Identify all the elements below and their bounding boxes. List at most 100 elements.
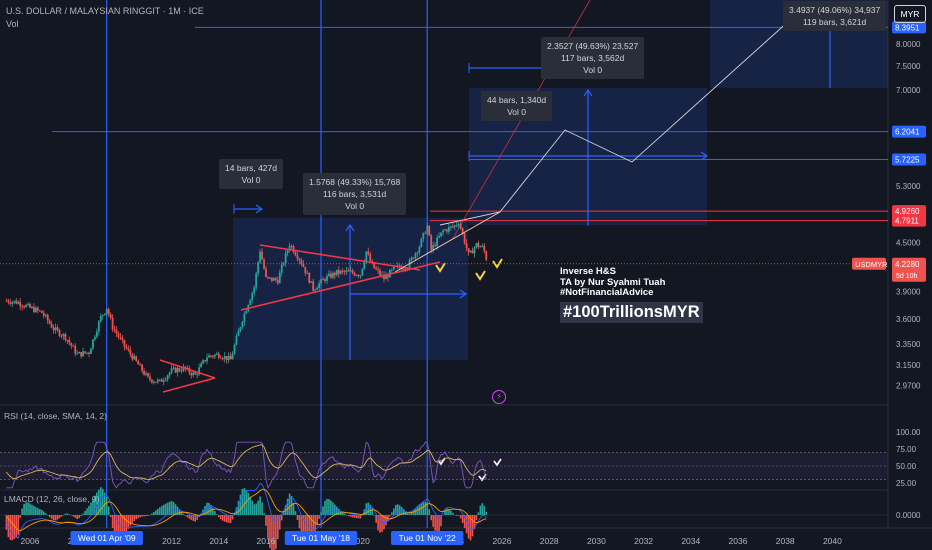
measure-box-5-line2: 119 bars, 3,621d bbox=[803, 17, 867, 27]
macd-histogram-bar bbox=[267, 515, 269, 538]
candle bbox=[178, 368, 181, 371]
candle bbox=[373, 263, 376, 269]
lightning-icon[interactable]: ⚡ bbox=[492, 390, 506, 404]
macd-histogram-bar bbox=[235, 507, 238, 515]
macd-histogram-bar bbox=[454, 515, 456, 516]
candle bbox=[326, 275, 328, 281]
candle bbox=[15, 300, 18, 304]
triangle-line[interactable] bbox=[159, 359, 216, 379]
annotation-block[interactable]: Inverse H&S TA by Nur Syahmi Tuah #NotFi… bbox=[560, 266, 665, 299]
macd-histogram-bar bbox=[239, 494, 242, 515]
price-level-tag-text: 4.7911 bbox=[895, 217, 919, 226]
candle bbox=[147, 373, 149, 377]
candle bbox=[125, 346, 128, 349]
candle bbox=[465, 243, 468, 249]
macd-histogram-bar bbox=[131, 515, 134, 524]
macd-histogram-bar bbox=[377, 515, 379, 531]
candle bbox=[284, 253, 287, 264]
neckline[interactable] bbox=[394, 211, 501, 273]
candle bbox=[180, 370, 183, 372]
candle bbox=[80, 352, 83, 357]
macd-histogram-bar bbox=[316, 515, 318, 526]
measure-box-4[interactable]: 2.3527 (49.63%) 23,527 117 bars, 3,562d … bbox=[541, 37, 645, 79]
candle bbox=[97, 321, 100, 332]
macd-histogram-bar bbox=[111, 515, 114, 528]
candle bbox=[308, 272, 311, 283]
candle bbox=[99, 315, 102, 322]
macd-histogram-bar bbox=[66, 513, 69, 515]
macd-histogram-bar bbox=[452, 512, 454, 515]
macd-histogram-bar bbox=[149, 514, 151, 516]
candle bbox=[416, 252, 419, 254]
macd-histogram-bar bbox=[119, 515, 122, 545]
candle bbox=[133, 356, 136, 360]
candle bbox=[243, 313, 246, 322]
candle bbox=[276, 280, 279, 284]
measure-box-5[interactable]: 3.4937 (49.06%) 34,937 119 bars, 3,621d bbox=[783, 1, 887, 31]
candle bbox=[113, 329, 116, 331]
macd-histogram-bar bbox=[137, 515, 139, 519]
macd-histogram-bar bbox=[151, 513, 153, 515]
macd-histogram-bar bbox=[310, 515, 313, 538]
candle bbox=[471, 250, 474, 254]
measure-box-2-line3: Vol 0 bbox=[345, 201, 365, 211]
candle bbox=[156, 379, 159, 382]
macd-histogram-bar bbox=[178, 509, 181, 515]
macd-histogram-bar bbox=[243, 488, 246, 515]
candle bbox=[111, 317, 114, 330]
macd-histogram-bar bbox=[251, 500, 254, 515]
candle bbox=[58, 329, 61, 336]
macd-histogram-bar bbox=[398, 505, 401, 515]
measure-box-3[interactable]: 44 bars, 1,340d Vol 0 bbox=[481, 91, 553, 121]
candle bbox=[223, 356, 226, 359]
candle bbox=[54, 327, 57, 331]
price-tick-label: 7.5000 bbox=[896, 62, 921, 71]
candle bbox=[455, 224, 458, 226]
candle bbox=[237, 331, 240, 337]
candle bbox=[347, 270, 350, 272]
date-marker-tag[interactable] bbox=[390, 531, 464, 545]
macd-histogram-bar bbox=[343, 513, 346, 515]
price-tick-label: 3.3500 bbox=[896, 340, 921, 349]
candle bbox=[333, 272, 336, 276]
candle bbox=[444, 229, 446, 231]
candle bbox=[351, 270, 354, 273]
currency-button[interactable]: MYR bbox=[894, 5, 926, 23]
candle bbox=[36, 307, 39, 311]
triangle-line[interactable] bbox=[162, 377, 216, 393]
price-range-arrow-head bbox=[345, 223, 355, 232]
macd-histogram-bar bbox=[265, 515, 267, 526]
date-marker-tag[interactable] bbox=[70, 531, 143, 545]
candle bbox=[117, 333, 120, 337]
candle bbox=[94, 336, 96, 340]
macd-histogram-bar bbox=[402, 509, 405, 515]
macd-histogram-bar bbox=[48, 515, 51, 518]
measure-box-4-line2: 117 bars, 3,562d bbox=[561, 53, 625, 63]
macd-histogram-bar bbox=[300, 515, 303, 536]
candle bbox=[210, 355, 212, 357]
candle bbox=[29, 303, 31, 308]
candle bbox=[312, 281, 315, 291]
candle bbox=[469, 250, 472, 253]
macd-histogram-bar bbox=[231, 515, 234, 520]
candle bbox=[239, 327, 242, 332]
macd-histogram-bar bbox=[237, 500, 240, 515]
annotation-hashtag[interactable]: #100TrillionsMYR bbox=[560, 302, 703, 323]
bars-range-arrow-head bbox=[459, 289, 468, 299]
macd-histogram-bar bbox=[129, 515, 132, 526]
candle bbox=[274, 278, 277, 281]
candle bbox=[172, 367, 175, 369]
candle bbox=[219, 357, 222, 359]
measure-box-2[interactable]: 1.5768 (49.33%) 15,768 116 bars, 3,531d … bbox=[303, 173, 407, 215]
time-tick-label: 2006 bbox=[21, 536, 40, 546]
date-marker-tag[interactable] bbox=[284, 531, 358, 545]
triangle-line[interactable] bbox=[240, 261, 441, 311]
measure-box-1[interactable]: 14 bars, 427d Vol 0 bbox=[219, 159, 283, 189]
macd-histogram-bar bbox=[318, 515, 320, 519]
candle bbox=[190, 372, 193, 376]
macd-histogram-bar bbox=[17, 515, 19, 535]
triangle-line[interactable] bbox=[259, 244, 421, 271]
candle bbox=[442, 230, 444, 233]
candle bbox=[288, 245, 291, 251]
